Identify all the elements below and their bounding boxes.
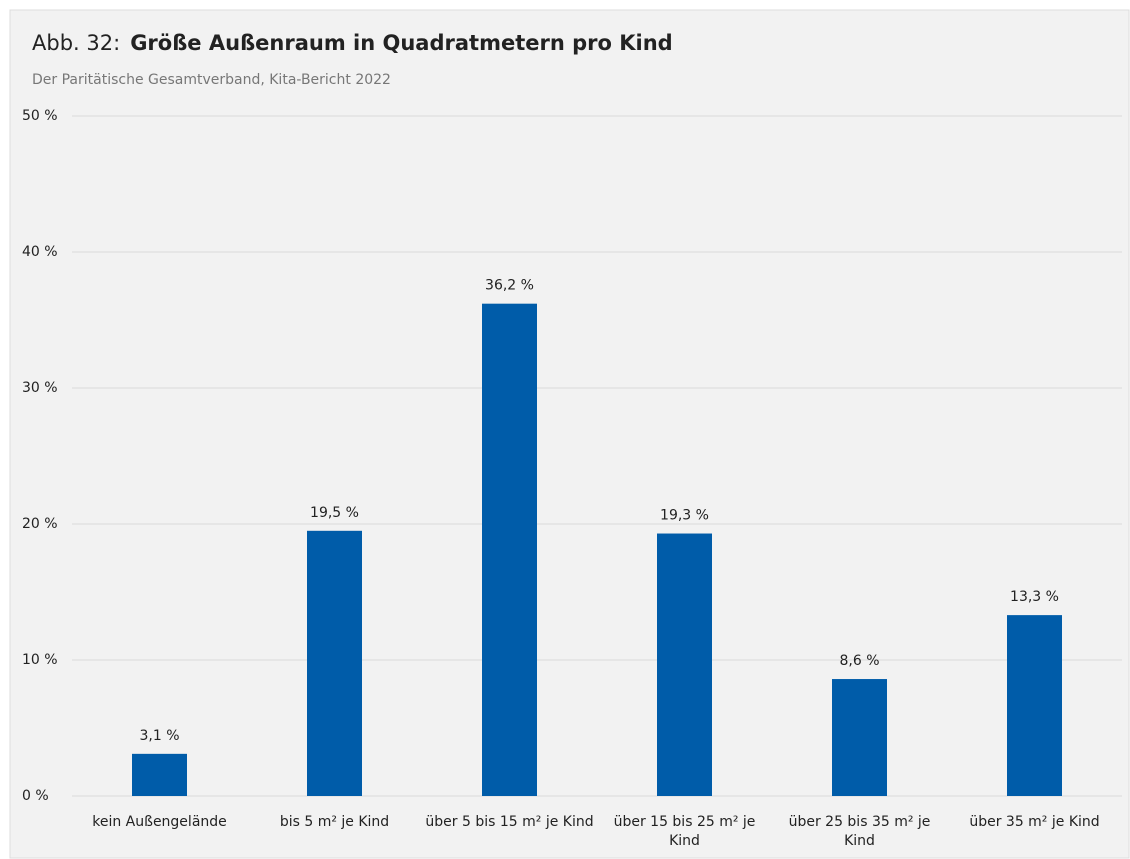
data-label: 19,5 % [310, 505, 359, 521]
chart-background [9, 9, 1130, 859]
bar [1007, 615, 1062, 796]
y-tick-label: 40 % [22, 244, 58, 260]
y-tick-label: 50 % [22, 108, 58, 124]
bar [482, 303, 537, 796]
data-label: 8,6 % [839, 653, 879, 669]
x-tick-label: über 15 bis 25 m² je Kind [613, 814, 756, 849]
data-label: 19,3 % [660, 508, 709, 524]
data-label: 13,3 % [1010, 589, 1059, 605]
chart-title: Abb. 32: Größe Außenraum in Quadratmetern… [32, 31, 673, 55]
bar [832, 679, 887, 796]
title-prefix: Abb. 32: [32, 31, 120, 55]
bar [307, 530, 362, 796]
y-tick-label: 20 % [22, 516, 58, 532]
x-tick-label: bis 5 m² je Kind [279, 814, 390, 830]
x-tick-label: über 25 bis 35 m² je Kind [788, 814, 931, 849]
y-tick-label: 30 % [22, 380, 58, 396]
x-tick-label: kein Außengelände [92, 814, 227, 830]
x-tick-label: über 35 m² je Kind [969, 814, 1100, 830]
chart-subtitle: Der Paritätische Gesamtverband, Kita-Ber… [32, 72, 391, 88]
x-tick-label: über 5 bis 15 m² je Kind [425, 814, 594, 830]
bar [657, 533, 712, 796]
title-main: Größe Außenraum in Quadratmetern pro Kin… [130, 31, 672, 55]
data-label: 3,1 % [139, 728, 179, 744]
y-tick-label: 10 % [22, 652, 58, 668]
y-tick-label: 0 % [22, 788, 49, 804]
data-label: 36,2 % [485, 278, 534, 294]
bar [132, 753, 187, 796]
